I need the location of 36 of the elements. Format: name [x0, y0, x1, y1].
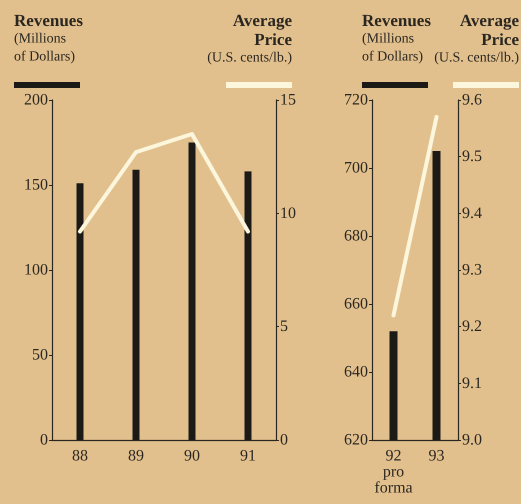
y-tick-label: 720 [344, 92, 368, 108]
x-tick-label: 90 [184, 448, 200, 464]
y2-tick-label: 9.0 [462, 432, 482, 448]
x-tick-label: 91 [240, 448, 256, 464]
bar [132, 170, 140, 440]
y-tick-label: 640 [344, 364, 368, 380]
y2-tick-label: 9.5 [462, 148, 482, 166]
y-tick-label: 0 [40, 432, 48, 448]
y-axis-title: Revenues (Millions of Dollars) [362, 11, 432, 64]
y2-axis-title: Average Price (U.S. cents/lb.) [434, 11, 520, 66]
y-tick-label: 620 [344, 432, 368, 448]
y2-tick-label: 9.2 [462, 318, 482, 336]
y2-tick-label: 10 [280, 204, 296, 222]
y2-tick-label: 9.4 [462, 204, 482, 222]
y2-tick-label: 9.6 [462, 92, 482, 108]
x-tick-label: 88 [72, 448, 88, 464]
y-tick-label: 50 [32, 346, 48, 364]
y-tick-label: 680 [344, 228, 368, 244]
y2-tick-label: 15 [280, 92, 296, 108]
y2-tick-label: 9.1 [462, 374, 482, 392]
y2-tick-label: 5 [280, 318, 288, 336]
y-tick-label: 700 [344, 160, 368, 176]
bar [244, 171, 252, 440]
y2-tick-label: 0 [280, 432, 288, 448]
y-axis-title: Revenues (Millions of Dollars) [14, 11, 84, 64]
y-tick-label: 150 [24, 176, 48, 194]
y-tick-label: 200 [24, 92, 48, 108]
x-tick-label: 93 [428, 448, 444, 464]
y2-tick-label: 9.3 [462, 262, 482, 278]
y2-axis-title: Average Price (U.S. cents/lb.) [207, 11, 292, 66]
x-tick-label: 92 pro forma [374, 448, 413, 496]
y-tick-label: 660 [344, 296, 368, 312]
bar [76, 183, 84, 440]
bar [188, 142, 196, 440]
x-tick-label: 89 [128, 448, 144, 464]
y-tick-label: 100 [24, 262, 48, 278]
